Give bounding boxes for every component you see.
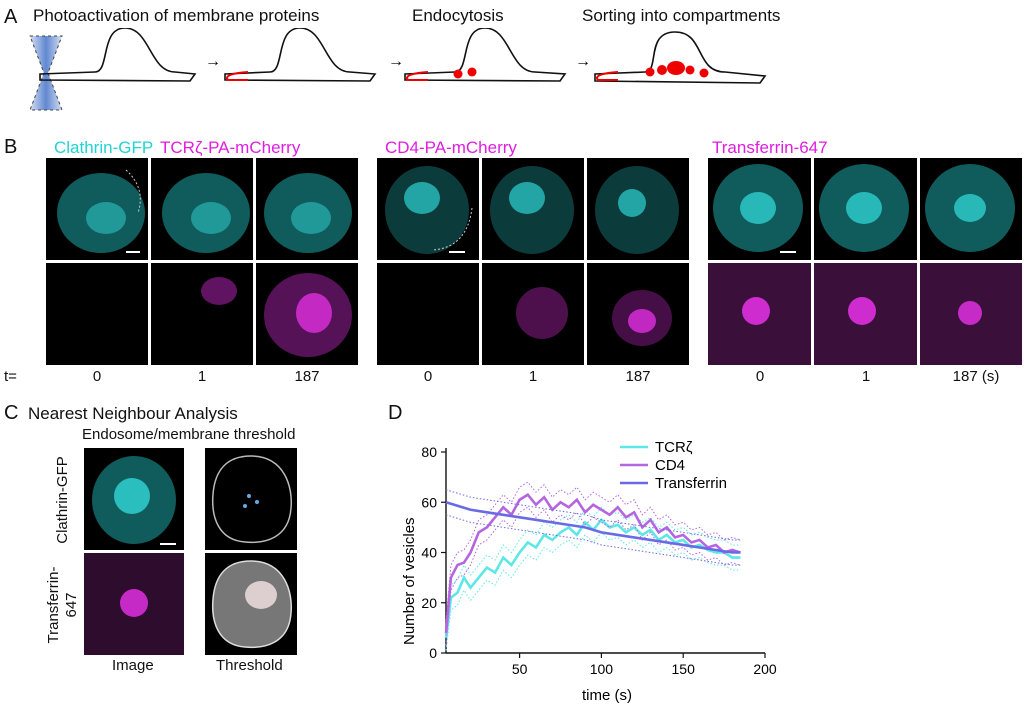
panel-b-letter: B: [4, 136, 18, 158]
tf-647-t187: [920, 263, 1022, 365]
label-transferrin-647: Transferrin-647: [712, 138, 828, 157]
arrow-2-icon: →: [388, 53, 404, 70]
arrow-1-icon: →: [205, 53, 221, 70]
tcr-mcherry-t1: [151, 263, 253, 365]
tcr-mcherry-t0: [46, 263, 148, 365]
cd4-clathrin-t187: [587, 158, 689, 260]
step-2-title: Endocytosis: [412, 6, 504, 25]
tf-clathrin-t1: [814, 158, 917, 260]
tf-647-t1: [814, 263, 917, 365]
time-label: 0: [423, 368, 433, 385]
time-label: 1: [197, 368, 207, 385]
legend-label: TCRζ: [655, 439, 693, 456]
error-band-upper: [445, 506, 741, 626]
threshold-transferrin: [205, 553, 297, 655]
time-label: 1: [528, 368, 538, 385]
x-tick-label: 150: [672, 661, 696, 677]
image-transferrin: [84, 553, 184, 655]
cd4-clathrin-t1: [482, 158, 584, 260]
legend-label: CD4: [655, 457, 685, 474]
x-axis-label: time (s): [582, 687, 632, 704]
tcr-mcherry-t187: [256, 263, 358, 365]
time-prefix: t=: [4, 368, 17, 385]
panel-d-letter: D: [388, 402, 403, 424]
y-tick-label: 80: [421, 444, 437, 460]
series-line-2: [445, 501, 741, 554]
time-label: 187: [294, 368, 320, 385]
time-label: 187: [625, 368, 651, 385]
label-cd4-pa-mcherry: CD4-PA-mCherry: [385, 138, 517, 157]
column-label-threshold: Threshold: [216, 657, 283, 674]
label-clathrin-gfp: Clathrin-GFP: [54, 138, 154, 157]
legend-label: Transferrin: [655, 475, 727, 492]
y-tick-label: 20: [421, 595, 437, 611]
cd4-mcherry-t1: [482, 263, 584, 365]
row-label-clathrin: Clathrin-GFP: [54, 456, 71, 544]
cd4-clathrin-t0: [377, 158, 479, 260]
y-tick-label: 0: [429, 645, 437, 661]
error-band-lower: [445, 531, 741, 651]
cd4-mcherry-t0: [377, 263, 479, 365]
cd4-mcherry-t187: [587, 263, 689, 365]
step-1-title: Photoactivation of membrane proteins: [33, 6, 320, 25]
tf-clathrin-t0: [708, 158, 811, 260]
error-band-upper: [445, 489, 741, 541]
row-label-transferrin: Transferrin-647: [45, 566, 80, 644]
arrow-3-icon: →: [575, 53, 591, 70]
tcr-clathrin-t0: [46, 158, 148, 260]
time-label: 0: [92, 368, 102, 385]
cell-schematic: → → →: [29, 28, 767, 111]
image-clathrin: [84, 448, 184, 550]
x-tick-label: 50: [512, 661, 528, 677]
tf-clathrin-t187: [920, 158, 1022, 260]
label-tcr-pa-mcherry: TCRζ-PA-mCherry: [160, 138, 301, 157]
tf-647-t0: [708, 263, 811, 365]
series-line-1: [444, 493, 741, 634]
series-line-0: [444, 517, 741, 639]
cell-1-outline: [39, 28, 197, 82]
y-axis-label: Number of vesicles: [401, 517, 418, 645]
tcr-clathrin-t1: [151, 158, 253, 260]
cell-3-outline: [404, 28, 567, 82]
error-band-lower: [445, 506, 741, 646]
y-tick-label: 40: [421, 545, 437, 561]
column-label-image: Image: [112, 657, 154, 674]
tcr-clathrin-t187: [256, 158, 358, 260]
panel-c-title: Nearest Neighbour Analysis: [28, 404, 238, 423]
step-3-title: Sorting into compartments: [582, 6, 781, 25]
y-tick-label: 60: [421, 494, 437, 510]
time-label: 187 (s): [952, 368, 1000, 385]
x-tick-label: 100: [590, 661, 614, 677]
panel-c-letter: C: [4, 402, 19, 424]
panel-a-letter: A: [4, 6, 18, 28]
threshold-clathrin: [205, 448, 297, 550]
cell-2-outline: [224, 28, 377, 82]
x-tick-label: 200: [753, 661, 777, 677]
error-band-upper: [445, 481, 741, 621]
panel-c-subtitle: Endosome/membrane threshold: [82, 426, 296, 443]
time-label: 0: [755, 368, 765, 385]
cell-4-outline: [594, 31, 767, 84]
time-label: 1: [861, 368, 871, 385]
